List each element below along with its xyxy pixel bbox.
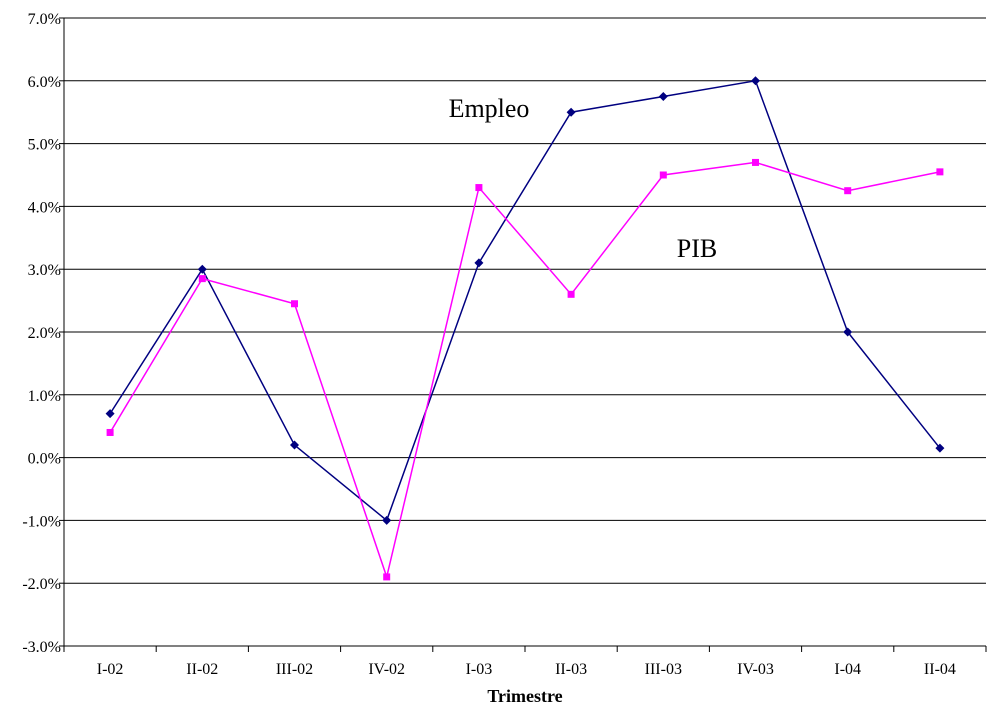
data-point-empleo: [566, 107, 576, 117]
data-point-pib: [475, 184, 483, 192]
x-tick-label: I-03: [466, 661, 493, 678]
data-point-empleo: [290, 440, 299, 450]
data-point-pib: [567, 290, 575, 298]
data-point-pib: [198, 275, 206, 283]
data-point-empleo: [474, 258, 484, 268]
y-tick-label: -1.0%: [22, 513, 61, 530]
y-tick-label: 0.0%: [28, 451, 61, 468]
series: [105, 76, 945, 581]
x-tick-label: II-03: [555, 661, 587, 678]
y-tick-label: 2.0%: [28, 325, 61, 342]
y-tick-label: 6.0%: [28, 74, 61, 91]
x-tick-labels: I-02 II-02 III-02 IV-02 I-03 II-03 III-03 IV-03…: [97, 661, 956, 678]
y-tick-label: 1.0%: [28, 388, 61, 405]
series-line-pib: [109, 161, 941, 580]
y-tick-label: -3.0%: [22, 639, 61, 656]
x-axis-title: Trimestre: [487, 686, 562, 706]
data-point-pib: [844, 187, 852, 195]
data-point-pib: [106, 428, 114, 436]
y-tick-label: 3.0%: [28, 262, 61, 279]
series-label-pib: PIB: [677, 234, 717, 263]
x-tick-label: II-04: [924, 661, 956, 678]
x-tick-label: IV-02: [368, 661, 405, 678]
axes: [59, 17, 987, 652]
x-tick-label: IV-03: [737, 661, 774, 678]
x-tick-label: III-02: [276, 661, 313, 678]
data-point-pib: [752, 158, 759, 166]
x-tick-label: II-02: [186, 661, 218, 678]
series-label-empleo: Empleo: [449, 94, 530, 123]
data-point-pib: [291, 300, 298, 308]
data-point-empleo: [658, 92, 668, 101]
x-tick-label: I-02: [97, 661, 124, 678]
y-tick-label: 7.0%: [28, 11, 61, 28]
data-point-empleo: [105, 409, 115, 419]
data-point-empleo: [382, 515, 392, 525]
x-tick-label: I-04: [834, 661, 861, 678]
y-tick-label: 4.0%: [28, 199, 61, 216]
y-tick-label: -2.0%: [22, 576, 61, 593]
gridlines: [64, 17, 986, 647]
data-point-empleo: [751, 76, 760, 86]
data-point-pib: [936, 168, 944, 176]
y-tick-labels: -3.0% -2.0% -1.0% 0.0% 1.0% 2.0% 3.0% 4.0% 5.0% 6…: [22, 11, 61, 656]
series-line-empleo: [109, 79, 941, 522]
data-point-pib: [659, 171, 667, 179]
data-point-empleo: [197, 264, 207, 274]
x-tick-label: III-03: [645, 661, 682, 678]
data-point-empleo: [843, 327, 853, 337]
data-point-pib: [383, 573, 391, 581]
series-labels: Empleo PIB: [449, 94, 718, 263]
data-point-empleo: [935, 443, 945, 453]
y-tick-label: 5.0%: [28, 137, 61, 154]
